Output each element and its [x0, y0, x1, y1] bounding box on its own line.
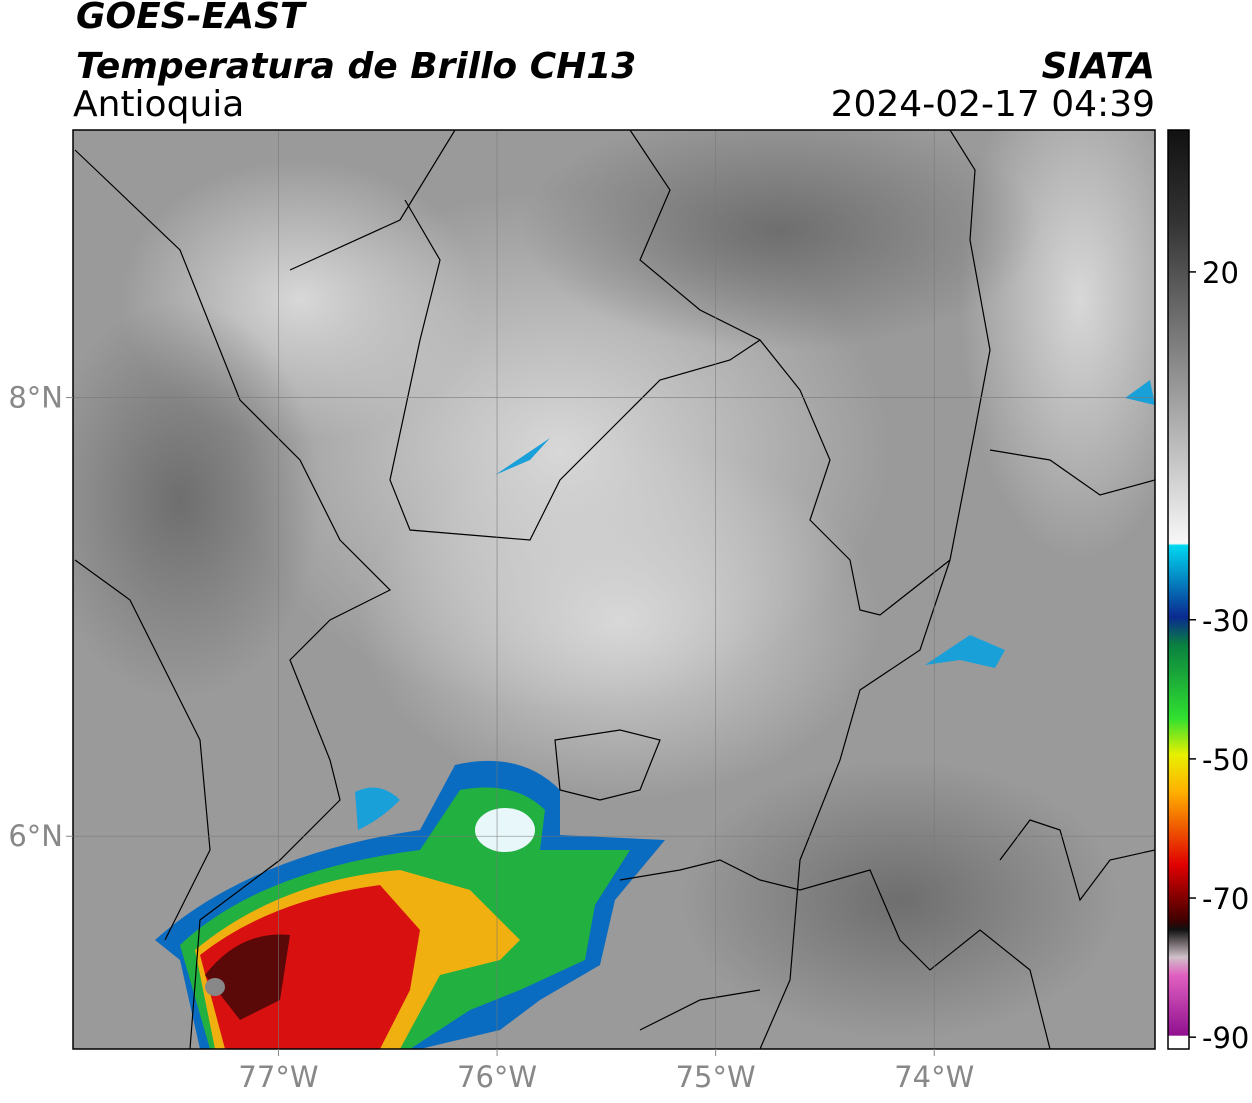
colorbar-tick-label: -70 [1202, 882, 1249, 916]
lon-tick-label: 77°W [238, 1060, 318, 1094]
graticule [73, 130, 1155, 1049]
colorbar [1167, 129, 1190, 1050]
lat-tick-label: 8°N [8, 381, 63, 415]
subtitle: Temperatura de Brillo CH13 [76, 46, 636, 87]
colorbar-tick-label: -30 [1202, 604, 1249, 638]
lon-tick-label: 74°W [894, 1060, 974, 1094]
colorbar-tick-label: -90 [1202, 1021, 1249, 1055]
lon-tick-label: 75°W [676, 1060, 756, 1094]
map-frame [72, 129, 1156, 1050]
title: GOES-EAST [76, 0, 307, 37]
timestamp: 2024-02-17 04:39 [831, 84, 1155, 125]
colorbar-tick-label: -50 [1202, 743, 1249, 777]
map-image [73, 130, 1155, 1049]
colorbar-tick-label: 20 [1202, 256, 1239, 290]
region: Antioquia [73, 84, 244, 125]
lon-tick-label: 76°W [457, 1060, 537, 1094]
source: SIATA [1042, 46, 1155, 87]
lat-tick-label: 6°N [8, 819, 63, 853]
